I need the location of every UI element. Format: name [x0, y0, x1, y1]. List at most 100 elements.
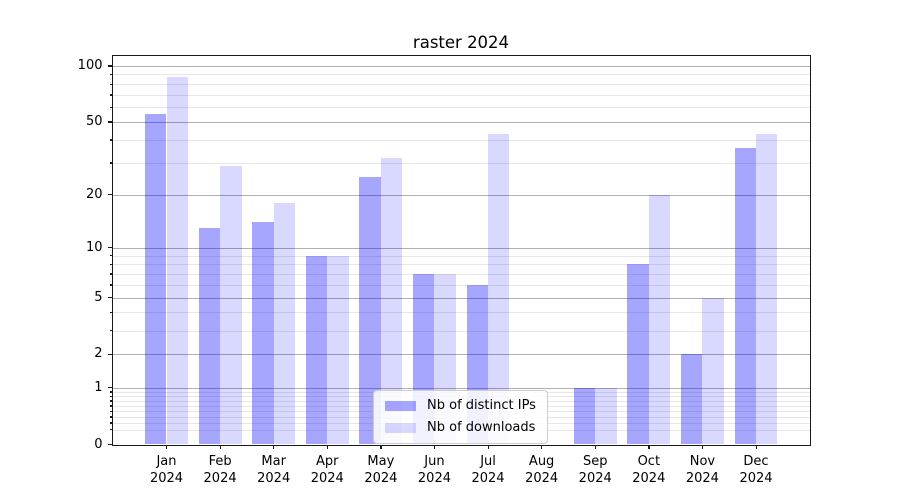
gridline-y-minor-3 — [112, 330, 810, 332]
x-tick-month: Jun — [424, 453, 445, 469]
bar-distinct-ips-nov — [680, 354, 703, 445]
gridline-y-minor-40 — [112, 139, 810, 141]
bar-distinct-ips-mar — [252, 222, 274, 445]
x-tick-oct — [648, 444, 650, 449]
x-tick-aug — [541, 444, 543, 449]
gridline-y-minor-80 — [112, 84, 810, 86]
x-tick-month: Jan — [156, 453, 177, 469]
plot-area — [107, 55, 811, 449]
y-minor-tick-40 — [109, 139, 113, 141]
x-tick-month: Feb — [208, 453, 232, 469]
legend-item-distinct-ips: Nb of distinct IPs — [385, 398, 536, 413]
bar-downloads-oct — [648, 194, 671, 445]
gridline-y-minor-60 — [112, 107, 810, 109]
y-tick-100 — [107, 65, 113, 67]
bar-distinct-ips-oct — [627, 264, 649, 445]
y-minor-tick-4 — [109, 311, 113, 314]
y-tick-label-0: 0 — [94, 436, 103, 452]
legend-swatch-downloads — [385, 422, 416, 433]
bar-downloads-may — [380, 157, 403, 445]
bar-distinct-ips-may — [359, 177, 381, 445]
bar-distinct-ips-dec — [734, 148, 756, 445]
y-tick-20 — [107, 194, 113, 196]
y-tick-label-1: 1 — [94, 379, 103, 395]
gridline-y-minor-30 — [112, 162, 810, 164]
legend-item-downloads: Nb of downloads — [385, 420, 536, 435]
y-minor-tick-9 — [109, 255, 113, 257]
x-tick-label-dec: Dec 2024 — [724, 453, 788, 487]
x-tick-jun — [433, 444, 436, 449]
y-tick-label-10: 10 — [85, 239, 103, 255]
x-tick-dec — [755, 444, 757, 449]
bar-downloads-sep — [595, 387, 617, 445]
x-tick-label-jul: Jul 2024 — [456, 453, 520, 487]
x-tick-nov — [701, 444, 704, 449]
y-minor-tick-0p8 — [109, 395, 113, 397]
gridline-y-10 — [112, 247, 810, 249]
gridline-y-2 — [112, 354, 810, 356]
y-minor-tick-0p7 — [109, 400, 113, 402]
x-tick-year: 2024 — [417, 470, 451, 486]
x-tick-mar — [273, 444, 275, 449]
bar-downloads-nov — [702, 297, 724, 445]
gridline-y-minor-6 — [112, 284, 810, 286]
x-tick-year: 2024 — [257, 470, 291, 486]
x-tick-year: 2024 — [685, 470, 719, 486]
x-tick-month: Dec — [743, 453, 769, 469]
x-tick-month: Mar — [261, 453, 286, 469]
x-tick-month: Apr — [316, 453, 339, 469]
x-tick-year: 2024 — [578, 470, 612, 486]
gridline-y-5 — [112, 297, 810, 299]
x-tick-year: 2024 — [525, 470, 559, 486]
y-minor-tick-0p2 — [109, 429, 113, 431]
gridline-y-minor-70 — [112, 94, 810, 96]
x-tick-label-aug: Aug 2024 — [510, 453, 574, 487]
chart-title: raster 2024 — [412, 33, 510, 52]
bar-downloads-jan — [166, 77, 188, 445]
x-tick-month: Oct — [637, 453, 661, 469]
y-minor-tick-0p3 — [109, 422, 113, 424]
y-minor-tick-0p6 — [109, 405, 113, 407]
bar-downloads-jul — [488, 134, 510, 445]
y-minor-tick-8 — [109, 263, 113, 265]
y-minor-tick-0p4 — [109, 416, 113, 418]
legend-label-distinct-ips: Nb of distinct IPs — [427, 398, 536, 413]
y-minor-tick-7 — [109, 273, 113, 275]
x-tick-month: Aug — [528, 453, 555, 469]
x-tick-label-mar: Mar 2024 — [242, 453, 306, 487]
y-tick-label-20: 20 — [85, 186, 103, 202]
x-tick-label-may: May 2024 — [349, 453, 413, 487]
y-tick-2 — [107, 353, 113, 356]
bar-distinct-ips-feb — [198, 228, 221, 445]
y-minor-tick-6 — [109, 284, 113, 286]
bar-distinct-ips-jan — [145, 114, 167, 445]
x-tick-month: Nov — [689, 453, 716, 469]
y-tick-1 — [107, 387, 113, 389]
y-minor-tick-80 — [109, 83, 113, 85]
x-tick-month: Sep — [582, 453, 608, 469]
y-minor-tick-60 — [109, 106, 113, 108]
x-tick-label-oct: Oct 2024 — [617, 453, 681, 487]
gridline-y-1 — [112, 387, 810, 389]
y-minor-tick-3 — [109, 330, 113, 332]
bar-downloads-mar — [273, 202, 296, 445]
x-tick-jan — [166, 444, 168, 449]
y-tick-5 — [107, 297, 113, 299]
gridline-y-minor-4 — [112, 312, 810, 314]
y-tick-label-100: 100 — [77, 57, 103, 73]
bar-distinct-ips-apr — [305, 255, 328, 445]
legend-label-downloads: Nb of downloads — [427, 420, 536, 435]
y-minor-tick-0p5 — [109, 410, 113, 412]
x-tick-month: May — [367, 453, 395, 469]
x-tick-year: 2024 — [471, 470, 505, 486]
legend-swatch-distinct-ips — [385, 400, 416, 411]
gridline-y-100 — [112, 65, 810, 67]
x-tick-year: 2024 — [632, 470, 666, 486]
legend: Nb of distinct IPs Nb of downloads — [373, 390, 548, 444]
y-tick-label-50: 50 — [85, 113, 103, 129]
x-tick-year: 2024 — [149, 470, 184, 486]
x-tick-may — [380, 444, 382, 449]
x-tick-apr — [326, 444, 328, 449]
gridline-y-minor-90 — [112, 74, 810, 76]
